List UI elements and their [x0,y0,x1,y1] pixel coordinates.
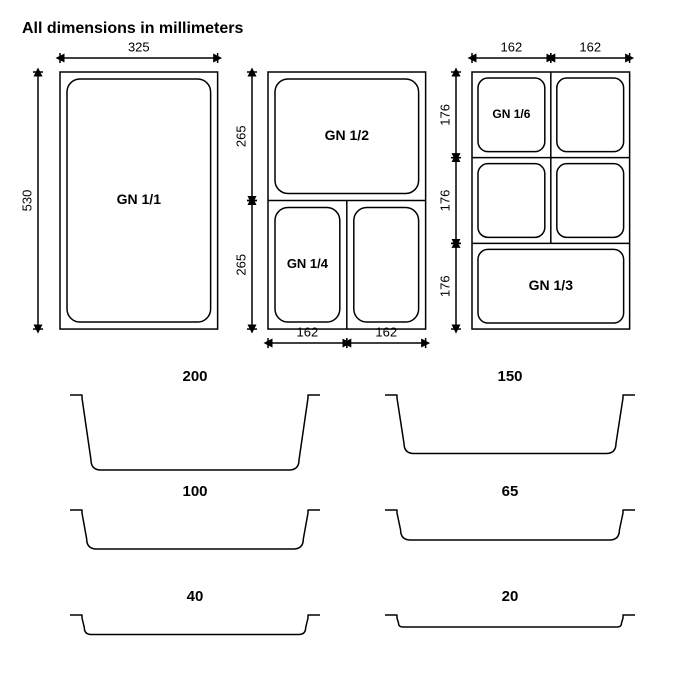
svg-text:20: 20 [502,588,519,605]
svg-text:100: 100 [182,483,207,500]
svg-text:GN 1/1: GN 1/1 [117,191,162,207]
svg-text:325: 325 [128,39,150,54]
svg-text:265: 265 [233,254,248,276]
svg-text:176: 176 [437,104,452,126]
pan-profile-65 [385,510,635,540]
svg-text:176: 176 [437,275,452,297]
svg-text:65: 65 [502,483,519,500]
pan-profile-200 [70,395,320,470]
svg-text:GN 1/6: GN 1/6 [492,107,530,121]
svg-text:150: 150 [497,368,522,385]
svg-text:GN 1/2: GN 1/2 [325,127,370,143]
svg-text:162: 162 [579,39,601,54]
svg-text:200: 200 [182,368,207,385]
svg-text:162: 162 [375,324,397,339]
svg-text:GN 1/4: GN 1/4 [287,256,329,271]
pan-profile-40 [70,615,320,635]
svg-text:162: 162 [501,39,523,54]
svg-text:GN 1/3: GN 1/3 [529,277,574,293]
svg-text:530: 530 [19,190,34,212]
pan-profile-150 [385,395,635,454]
diagram-canvas: GN 1/1 325 530 GN 1/2 GN 1/4 265 265 162 162 GN 1… [0,0,700,700]
pan-profile-20 [385,615,635,627]
svg-text:40: 40 [187,588,204,605]
pan-profile-100 [70,510,320,549]
svg-text:265: 265 [233,125,248,147]
svg-text:162: 162 [297,324,319,339]
svg-text:176: 176 [437,190,452,212]
